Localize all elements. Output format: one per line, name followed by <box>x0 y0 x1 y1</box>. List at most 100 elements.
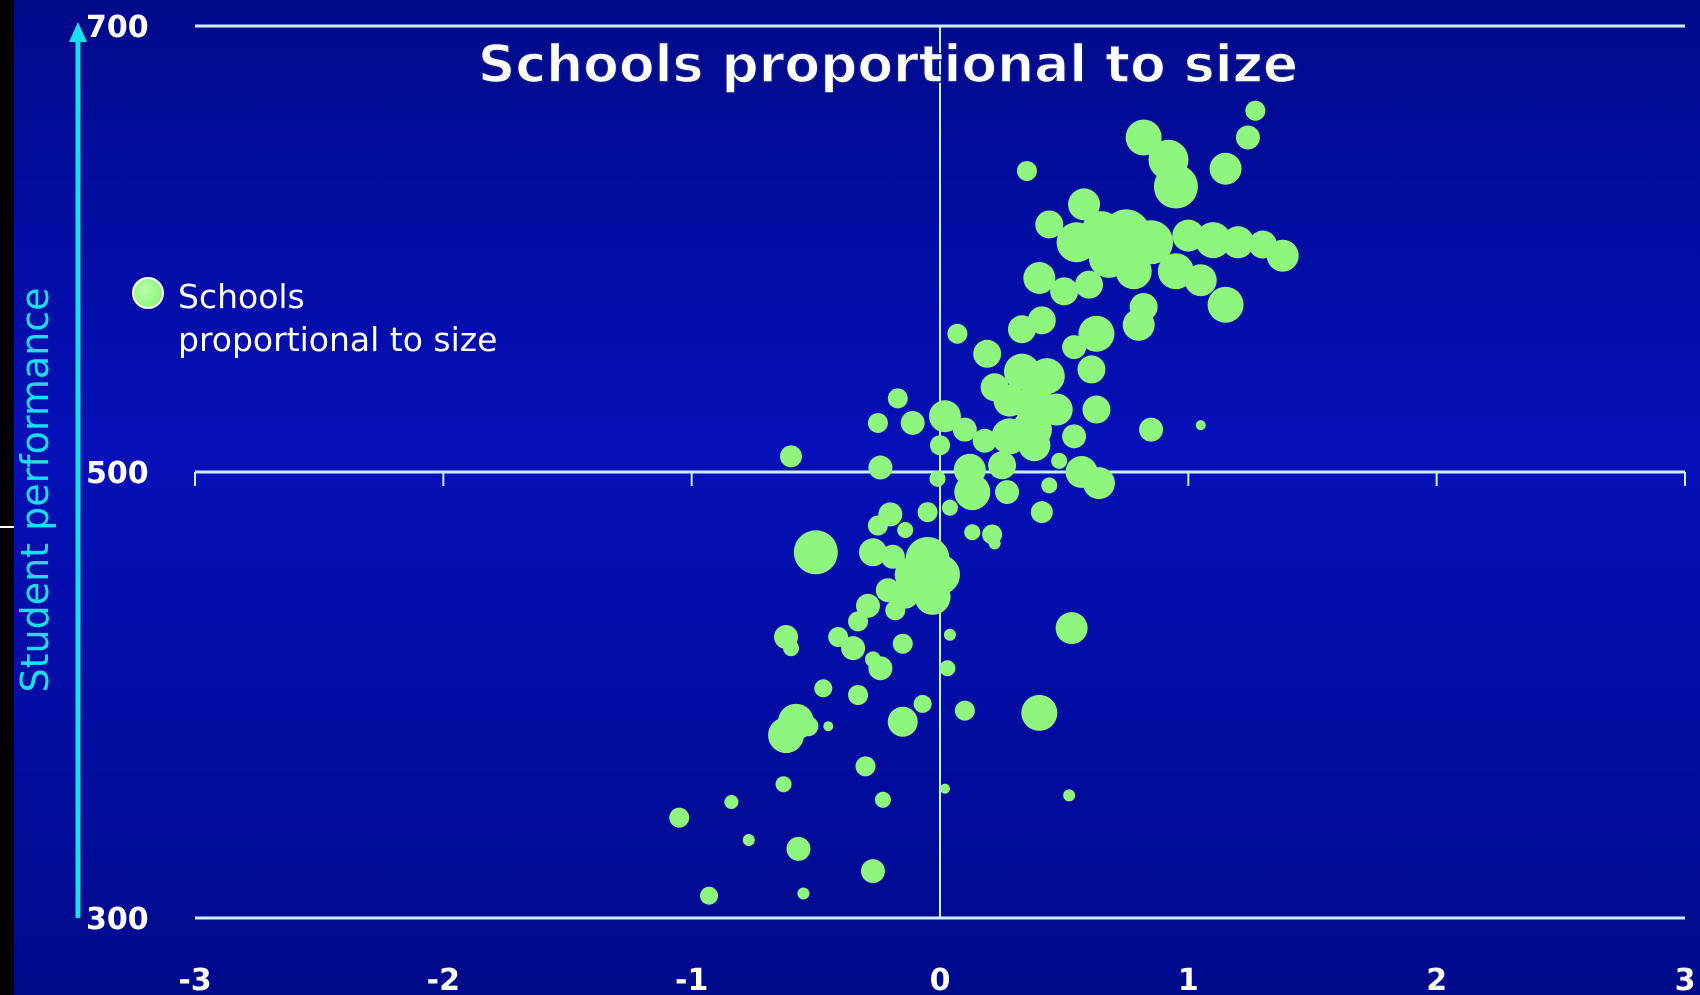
data-point <box>1082 467 1115 500</box>
data-point <box>941 499 958 516</box>
data-point <box>1028 358 1065 395</box>
data-point <box>1207 286 1244 323</box>
data-point <box>1139 417 1164 442</box>
data-point <box>1129 220 1174 265</box>
data-point <box>1056 222 1097 263</box>
data-point <box>1035 210 1064 239</box>
legend-label-line2: proportional to size <box>178 320 497 359</box>
data-point <box>855 756 876 777</box>
data-point <box>814 679 833 698</box>
x-tick-label: 3 <box>1675 963 1696 995</box>
y-tick-label: 500 <box>86 456 149 491</box>
data-point <box>988 537 1001 550</box>
data-point <box>724 795 739 810</box>
data-point <box>793 530 838 575</box>
data-point <box>928 400 961 433</box>
data-point <box>867 515 888 536</box>
data-point <box>900 410 925 435</box>
data-point <box>780 445 802 468</box>
data-point <box>913 694 932 713</box>
y-tick-label: 300 <box>86 902 149 937</box>
data-point <box>1082 395 1111 424</box>
data-point <box>848 611 869 632</box>
data-point <box>860 859 885 884</box>
data-point <box>700 886 719 905</box>
data-point <box>1050 277 1079 306</box>
data-point <box>929 470 946 487</box>
data-point <box>1030 501 1053 524</box>
data-point <box>1062 424 1087 449</box>
data-point <box>943 628 956 641</box>
x-tick-label: 1 <box>1178 963 1199 995</box>
data-point <box>1266 239 1299 272</box>
data-point <box>1078 315 1115 352</box>
data-point <box>1115 253 1152 290</box>
data-point <box>952 417 977 442</box>
data-point <box>823 721 834 732</box>
data-point <box>988 451 1017 480</box>
data-point <box>939 660 956 677</box>
data-point <box>939 783 950 794</box>
data-point <box>1245 100 1266 121</box>
data-point <box>797 887 810 900</box>
data-point <box>1041 477 1058 494</box>
data-point <box>768 717 805 754</box>
data-point <box>1051 452 1068 469</box>
data-point <box>783 640 799 657</box>
y-axis-label: Student performance <box>13 287 57 692</box>
data-point <box>1209 152 1242 185</box>
data-point <box>954 474 991 511</box>
data-point <box>1063 789 1076 802</box>
data-point <box>1023 261 1056 294</box>
x-tick-label: 2 <box>1426 963 1447 995</box>
data-point <box>855 593 880 618</box>
data-point <box>930 435 950 456</box>
data-point <box>897 521 914 538</box>
data-point <box>1195 420 1206 431</box>
data-point <box>995 480 1020 505</box>
x-tick-label: 0 <box>930 963 951 995</box>
data-point <box>1068 188 1101 221</box>
data-point <box>874 791 891 808</box>
data-point <box>1062 335 1087 360</box>
data-point <box>880 544 905 569</box>
x-tick-label: -2 <box>427 963 460 995</box>
data-point <box>1125 119 1162 156</box>
data-point <box>1021 694 1058 731</box>
axes-group: 300 500 700 -3 -2 -1 0 1 2 3 <box>0 10 1695 995</box>
labels-group: Schools proportional to size Student per… <box>13 34 1299 692</box>
data-point <box>868 656 893 681</box>
data-point <box>914 578 951 615</box>
data-point <box>742 833 755 846</box>
y-axis-arrowhead <box>69 22 87 42</box>
data-point <box>786 836 811 861</box>
data-point <box>867 412 888 433</box>
data-point <box>964 524 981 541</box>
data-point <box>887 388 908 409</box>
data-point <box>1018 429 1051 462</box>
data-point <box>775 776 792 793</box>
data-point <box>1153 164 1198 209</box>
data-point <box>848 685 869 705</box>
data-point <box>973 339 1002 368</box>
data-point <box>1184 264 1217 297</box>
data-point <box>1077 355 1106 384</box>
data-point <box>1222 226 1254 259</box>
data-points <box>669 100 1299 905</box>
x-tick-label: -1 <box>675 963 708 995</box>
y-tick-label: 700 <box>86 10 149 45</box>
data-point <box>1016 160 1037 181</box>
legend-marker <box>132 277 164 309</box>
data-point <box>1075 270 1103 299</box>
chart-title: Schools proportional to size <box>478 35 1298 95</box>
data-point <box>1235 125 1260 150</box>
data-point <box>917 502 938 523</box>
data-point <box>841 636 866 661</box>
data-point <box>887 706 918 737</box>
x-tick-label: -3 <box>178 963 211 995</box>
data-point <box>892 633 913 654</box>
data-point <box>885 600 906 621</box>
data-point <box>1040 393 1073 426</box>
